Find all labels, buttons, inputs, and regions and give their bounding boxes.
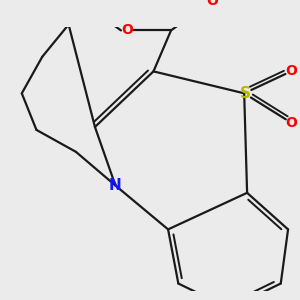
Text: O: O xyxy=(121,23,133,38)
Text: S: S xyxy=(240,86,250,101)
Text: O: O xyxy=(206,0,218,8)
Text: O: O xyxy=(285,64,297,78)
Text: N: N xyxy=(109,178,122,193)
Text: O: O xyxy=(285,116,297,130)
